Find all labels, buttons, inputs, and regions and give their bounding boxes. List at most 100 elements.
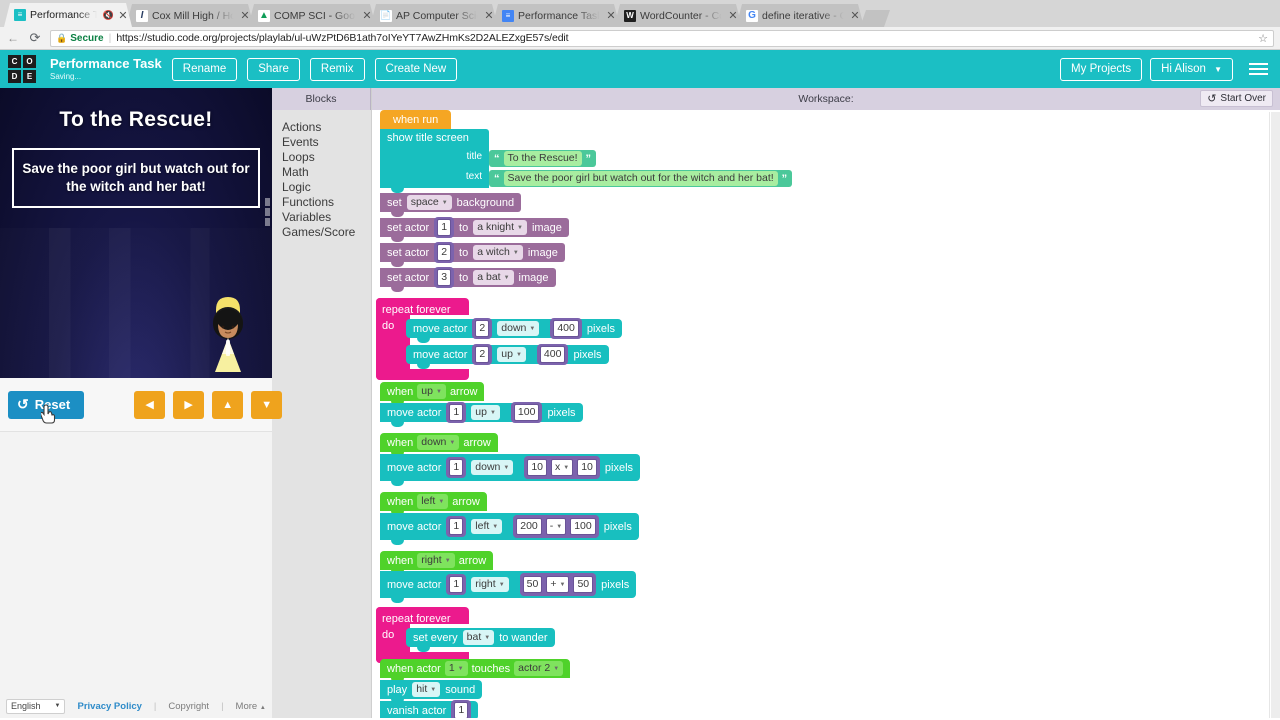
operand-b-field[interactable]: 10 xyxy=(577,459,597,476)
blocks-category-functions[interactable]: Functions xyxy=(282,195,335,209)
block-show-title-screen[interactable]: show title screen title text xyxy=(380,129,489,193)
workspace-scrollbar-vertical[interactable] xyxy=(1269,112,1280,718)
direction-dropdown[interactable]: left ▼ xyxy=(471,519,503,534)
actor-number-field[interactable]: 3 xyxy=(437,269,452,286)
block-move-actor-up[interactable]: move actor 1 up ▼ 100 pixels xyxy=(380,402,583,427)
operand-a-field[interactable]: 50 xyxy=(522,576,543,593)
operator-dropdown[interactable]: - ▼ xyxy=(545,518,567,535)
block-when-right-arrow[interactable]: when right ▼ arrow xyxy=(380,551,494,575)
tab-close-icon[interactable]: ✕ xyxy=(484,10,494,22)
actor-number-field[interactable]: 1 xyxy=(449,576,464,593)
back-arrow-icon[interactable]: ← xyxy=(7,31,19,45)
amount-socket[interactable]: 100 xyxy=(510,402,543,423)
direction-dropdown[interactable]: up ▼ xyxy=(497,347,526,362)
tab-mute-icon[interactable]: 🔇 xyxy=(102,9,114,20)
sound-dropdown[interactable]: hit ▼ xyxy=(412,682,441,697)
my-projects-button[interactable]: My Projects xyxy=(1060,57,1143,81)
browser-tab-1[interactable]: I Cox Mill High / Homepa ✕ xyxy=(126,4,254,27)
actor-number-socket[interactable]: 1 xyxy=(446,402,467,423)
actor-a-dropdown[interactable]: 1 ▼ xyxy=(444,661,468,676)
user-menu-button[interactable]: Hi Alison ▼ xyxy=(1150,57,1233,81)
math-expression-socket[interactable]: 10 x ▼ 10 xyxy=(524,456,600,479)
browser-tab-2[interactable]: ▲ COMP SCI - Google Driv ✕ xyxy=(248,4,376,27)
block-repeat-forever-1[interactable]: repeat forever do xyxy=(376,298,473,380)
block-set-actor-1[interactable]: set actor 1 to a knight ▼ image xyxy=(380,217,569,242)
game-stage[interactable]: To the Rescue! Save the poor girl but wa… xyxy=(0,88,272,378)
actor-number-socket[interactable]: 2 xyxy=(472,344,493,365)
block-set-every-to-wander[interactable]: set every bat ▼ to wander xyxy=(406,628,555,652)
remix-button[interactable]: Remix xyxy=(309,57,365,81)
hamburger-icon[interactable] xyxy=(1241,63,1272,75)
star-icon[interactable]: ☆ xyxy=(1258,32,1268,45)
operand-a-field[interactable]: 200 xyxy=(516,518,542,535)
actor-number-socket[interactable]: 1 xyxy=(434,217,455,238)
block-when-left-arrow[interactable]: when left ▼ arrow xyxy=(380,492,487,516)
rename-button[interactable]: Rename xyxy=(171,57,238,81)
amount-field[interactable]: 400 xyxy=(553,320,579,337)
direction-dropdown[interactable]: right ▼ xyxy=(471,577,509,592)
arrow-key-dropdown[interactable]: down ▼ xyxy=(417,435,460,450)
block-vanish-actor[interactable]: vanish actor 1 xyxy=(380,700,479,718)
actor-number-socket[interactable]: 1 xyxy=(446,457,467,478)
arrow-up-button[interactable]: ▲ xyxy=(212,390,244,419)
arrow-left-button[interactable]: ◀ xyxy=(134,390,166,419)
block-move-actor-loop-1b[interactable]: move actor 2 up ▼ 400 pixels xyxy=(406,344,609,369)
reload-icon[interactable]: ⟳ xyxy=(29,30,41,45)
block-when-down-arrow[interactable]: when down ▼ arrow xyxy=(380,433,498,457)
background-dropdown[interactable]: space ▼ xyxy=(406,195,452,210)
actor-number-socket[interactable]: 1 xyxy=(446,516,467,537)
actor-number-field[interactable]: 1 xyxy=(449,518,464,535)
block-when-run[interactable]: when run xyxy=(380,110,452,134)
blockly-canvas[interactable]: when run show title screen title text “ … xyxy=(372,110,1280,718)
direction-dropdown[interactable]: down ▼ xyxy=(471,460,514,475)
actor-image-dropdown[interactable]: a witch ▼ xyxy=(473,245,523,260)
block-title-string[interactable]: “ To the Rescue! ” xyxy=(489,150,597,167)
browser-tab-3[interactable]: 📄 AP Computer Science Pri ✕ xyxy=(370,4,498,27)
actor-number-socket[interactable]: 1 xyxy=(451,700,472,718)
share-button[interactable]: Share xyxy=(247,57,300,81)
blocks-category-actions[interactable]: Actions xyxy=(282,120,322,134)
actor-number-field[interactable]: 1 xyxy=(449,459,464,476)
block-move-actor-left[interactable]: move actor 1 left ▼ 200 - ▼ 100 pixels xyxy=(380,513,639,545)
privacy-policy-link[interactable]: Privacy Policy xyxy=(77,700,142,712)
actor-number-socket[interactable]: 2 xyxy=(472,318,493,339)
actor-number-socket[interactable]: 3 xyxy=(434,267,455,288)
arrow-down-button[interactable]: ▼ xyxy=(251,390,283,419)
actor-type-dropdown[interactable]: bat ▼ xyxy=(462,630,495,645)
actor-number-field[interactable]: 2 xyxy=(475,346,490,363)
more-link[interactable]: More ▲ xyxy=(236,701,266,712)
math-expression-socket[interactable]: 50 + ▼ 50 xyxy=(519,573,597,596)
tab-close-icon[interactable]: ✕ xyxy=(728,10,738,22)
operand-b-field[interactable]: 100 xyxy=(570,518,596,535)
tab-close-icon[interactable]: ✕ xyxy=(240,10,250,22)
amount-socket[interactable]: 400 xyxy=(550,318,582,339)
tab-close-icon[interactable]: ✕ xyxy=(118,9,128,22)
text-value-field[interactable]: Save the poor girl but watch out for the… xyxy=(503,171,778,186)
block-set-actor-3[interactable]: set actor 3 to a bat ▼ image xyxy=(380,267,556,292)
math-expression-socket[interactable]: 200 - ▼ 100 xyxy=(513,515,599,538)
tab-close-icon[interactable]: ✕ xyxy=(850,10,860,22)
tab-close-icon[interactable]: ✕ xyxy=(606,10,616,22)
block-move-actor-down[interactable]: move actor 1 down ▼ 10 x ▼ 10 pixels xyxy=(380,454,641,486)
actor-number-field[interactable]: 2 xyxy=(475,320,490,337)
browser-tab-6[interactable]: G define iterative - Google ✕ xyxy=(736,4,864,27)
block-move-actor-right[interactable]: move actor 1 right ▼ 50 + ▼ 50 pixels xyxy=(380,571,637,603)
blocks-category-loops[interactable]: Loops xyxy=(282,150,315,164)
operator-dropdown[interactable]: + ▼ xyxy=(546,576,570,593)
direction-dropdown[interactable]: down ▼ xyxy=(497,321,540,336)
language-select[interactable]: English ▼ xyxy=(6,698,66,714)
arrow-key-dropdown[interactable]: up ▼ xyxy=(417,384,446,399)
block-text-string[interactable]: “ Save the poor girl but watch out for t… xyxy=(489,170,793,187)
block-set-actor-2[interactable]: set actor 2 to a witch ▼ image xyxy=(380,242,565,267)
actor-number-socket[interactable]: 2 xyxy=(434,242,455,263)
actor-b-dropdown[interactable]: actor 2 ▼ xyxy=(514,661,564,676)
arrow-key-dropdown[interactable]: right ▼ xyxy=(417,553,455,568)
actor-number-field[interactable]: 1 xyxy=(449,404,464,421)
blocks-category-math[interactable]: Math xyxy=(282,165,309,179)
block-play-sound[interactable]: play hit ▼ sound xyxy=(380,680,483,704)
address-bar[interactable]: 🔒 Secure | https://studio.code.org/proje… xyxy=(50,29,1274,47)
block-when-actor-touches[interactable]: when actor 1 ▼ touches actor 2 ▼ xyxy=(380,659,571,683)
block-repeat-forever-2[interactable]: repeat forever do xyxy=(376,607,473,663)
browser-tab-5[interactable]: W WordCounter - Count W ✕ xyxy=(614,4,742,27)
operand-b-field[interactable]: 50 xyxy=(573,576,594,593)
